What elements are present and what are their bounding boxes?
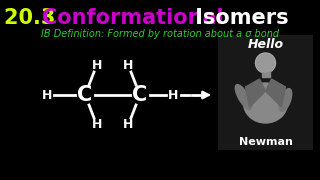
Text: H: H <box>168 89 178 102</box>
Text: H: H <box>92 58 102 71</box>
Ellipse shape <box>235 85 252 109</box>
Text: IB Definition: Formed by rotation about a σ bond: IB Definition: Formed by rotation about … <box>41 29 279 39</box>
Polygon shape <box>245 79 266 107</box>
Ellipse shape <box>257 54 275 72</box>
Text: H: H <box>42 89 52 102</box>
Bar <box>218 35 313 150</box>
Text: C: C <box>77 85 92 105</box>
Text: Conformational: Conformational <box>42 8 224 28</box>
Text: Newman: Newman <box>239 137 292 147</box>
Text: H: H <box>123 118 133 132</box>
Bar <box>261 71 269 77</box>
Text: H: H <box>92 118 102 132</box>
Text: 20.3: 20.3 <box>4 8 63 28</box>
Polygon shape <box>266 79 285 107</box>
Ellipse shape <box>279 89 292 111</box>
Ellipse shape <box>244 83 287 123</box>
Text: Hello: Hello <box>247 37 284 51</box>
Text: Isomers: Isomers <box>188 8 289 28</box>
Text: H: H <box>123 58 133 71</box>
Ellipse shape <box>255 53 276 73</box>
Text: C: C <box>132 85 148 105</box>
